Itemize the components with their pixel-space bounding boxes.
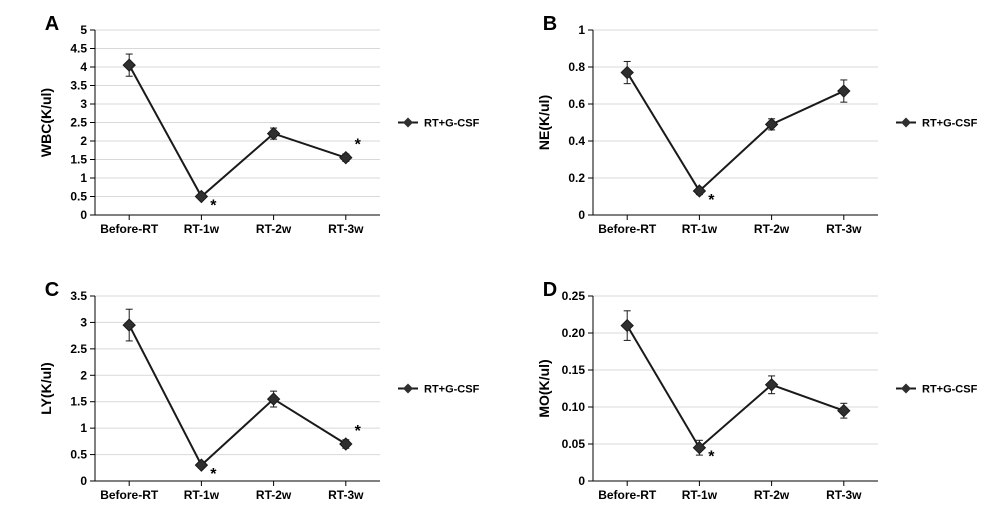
data-marker <box>838 85 850 97</box>
y-axis-label: NE(K/ul) <box>536 95 552 150</box>
y-tick-label: 1 <box>80 171 87 185</box>
y-tick-label: 0.5 <box>70 190 87 204</box>
y-tick-label: 2.5 <box>70 342 87 356</box>
y-tick-label: 3 <box>80 97 87 111</box>
panel-label: D <box>543 279 557 301</box>
significance-star: * <box>708 192 715 209</box>
chart-svg-b: 0 0.2 0.4 0.6 0.8 1 Before-RT RT-1w RT-2w RT-3w NE… <box>498 0 996 266</box>
series-line <box>627 73 844 191</box>
y-tick-label: 0.05 <box>562 437 586 451</box>
legend-label: RT+G-CSF <box>424 118 480 130</box>
y-tick-label: 2 <box>80 368 87 382</box>
y-tick-label: 0 <box>578 474 585 488</box>
y-tick-label: 1.5 <box>70 153 87 167</box>
data-marker <box>621 320 633 332</box>
data-marker <box>340 152 352 164</box>
panel-label: B <box>543 13 557 35</box>
chart-svg-c: 0 0.5 1 1.5 2 2.5 3 3.5 Before-RT RT-1w RT-2w RT-3w… <box>0 266 498 532</box>
x-tick-label: RT-1w <box>184 488 220 502</box>
y-tick-label: 3 <box>80 315 87 329</box>
y-tick-label: 4 <box>80 60 87 74</box>
y-tick-label: 0 <box>80 208 87 222</box>
y-tick-label: 0.25 <box>562 289 586 303</box>
y-tick-label: 0.4 <box>568 134 585 148</box>
significance-star: * <box>355 423 362 440</box>
y-axis-label: LY(K/ul) <box>38 362 54 414</box>
significance-star: * <box>355 137 362 154</box>
x-tick-label: RT-1w <box>184 222 220 236</box>
data-marker <box>340 438 352 450</box>
x-tick-label: RT-2w <box>256 488 292 502</box>
x-tick-label: RT-1w <box>682 222 718 236</box>
y-tick-label: 1 <box>80 421 87 435</box>
x-tick-label: RT-3w <box>826 222 862 236</box>
panel-label: C <box>45 279 59 301</box>
y-tick-label: 2 <box>80 134 87 148</box>
x-tick-label: RT-3w <box>826 488 862 502</box>
y-tick-label: 0.10 <box>562 400 586 414</box>
legend-label: RT+G-CSF <box>922 118 978 130</box>
panel-c: 0 0.5 1 1.5 2 2.5 3 3.5 Before-RT RT-1w RT-2w RT-3w… <box>0 266 498 532</box>
data-marker <box>123 59 135 71</box>
x-tick-label: RT-3w <box>328 488 364 502</box>
legend: RT+G-CSF <box>398 384 480 396</box>
significance-star: * <box>210 198 217 215</box>
figure-root: 0 0.5 1 1.5 2 2.5 3 3.5 4 4.5 5 Before-RT RT-1w RT-2w… <box>0 0 997 532</box>
x-tick-label: Before-RT <box>100 222 159 236</box>
legend-label: RT+G-CSF <box>922 384 978 396</box>
y-tick-label: 0.5 <box>70 448 87 462</box>
y-tick-label: 0.2 <box>568 171 585 185</box>
x-tick-label: RT-2w <box>754 222 790 236</box>
y-tick-label: 3.5 <box>70 79 87 93</box>
y-tick-label: 0 <box>80 474 87 488</box>
x-tick-label: RT-2w <box>256 222 292 236</box>
y-tick-label: 2.5 <box>70 116 87 130</box>
data-marker <box>123 319 135 331</box>
y-tick-label: 0.8 <box>568 60 585 74</box>
significance-star: * <box>210 466 217 483</box>
x-tick-label: Before-RT <box>100 488 159 502</box>
y-axis-label: MO(K/ul) <box>536 359 552 417</box>
significance-star: * <box>708 449 715 466</box>
x-tick-label: RT-1w <box>682 488 718 502</box>
panel-b: 0 0.2 0.4 0.6 0.8 1 Before-RT RT-1w RT-2w RT-3w NE… <box>498 0 996 266</box>
data-marker <box>621 67 633 79</box>
panel-label: A <box>45 13 59 35</box>
legend: RT+G-CSF <box>398 118 480 130</box>
x-tick-label: RT-2w <box>754 488 790 502</box>
series-line <box>129 325 346 465</box>
y-tick-label: 1.5 <box>70 395 87 409</box>
y-tick-label: 5 <box>80 23 87 37</box>
panel-d: 0 0.05 0.10 0.15 0.20 0.25 Before-RT RT-1w RT-2w… <box>498 266 996 532</box>
x-tick-label: Before-RT <box>598 488 657 502</box>
y-tick-label: 0.6 <box>568 97 585 111</box>
y-tick-label: 4.5 <box>70 42 87 56</box>
x-tick-label: RT-3w <box>328 222 364 236</box>
y-tick-label: 3.5 <box>70 289 87 303</box>
panel-a: 0 0.5 1 1.5 2 2.5 3 3.5 4 4.5 5 Before-RT RT-1w RT-2w… <box>0 0 498 266</box>
legend-label: RT+G-CSF <box>424 384 480 396</box>
chart-svg-a: 0 0.5 1 1.5 2 2.5 3 3.5 4 4.5 5 Before-RT RT-1w RT-2w… <box>0 0 498 266</box>
series-line <box>627 326 844 448</box>
y-tick-label: 1 <box>578 23 585 37</box>
y-axis-label: WBC(K/ul) <box>38 88 54 157</box>
y-tick-label: 0 <box>578 208 585 222</box>
y-tick-label: 0.20 <box>562 326 586 340</box>
y-tick-label: 0.15 <box>562 363 586 377</box>
legend: RT+G-CSF <box>896 118 978 130</box>
legend: RT+G-CSF <box>896 384 978 396</box>
series-line <box>129 65 346 196</box>
x-tick-label: Before-RT <box>598 222 657 236</box>
chart-svg-d: 0 0.05 0.10 0.15 0.20 0.25 Before-RT RT-1w RT-2w… <box>498 266 996 532</box>
